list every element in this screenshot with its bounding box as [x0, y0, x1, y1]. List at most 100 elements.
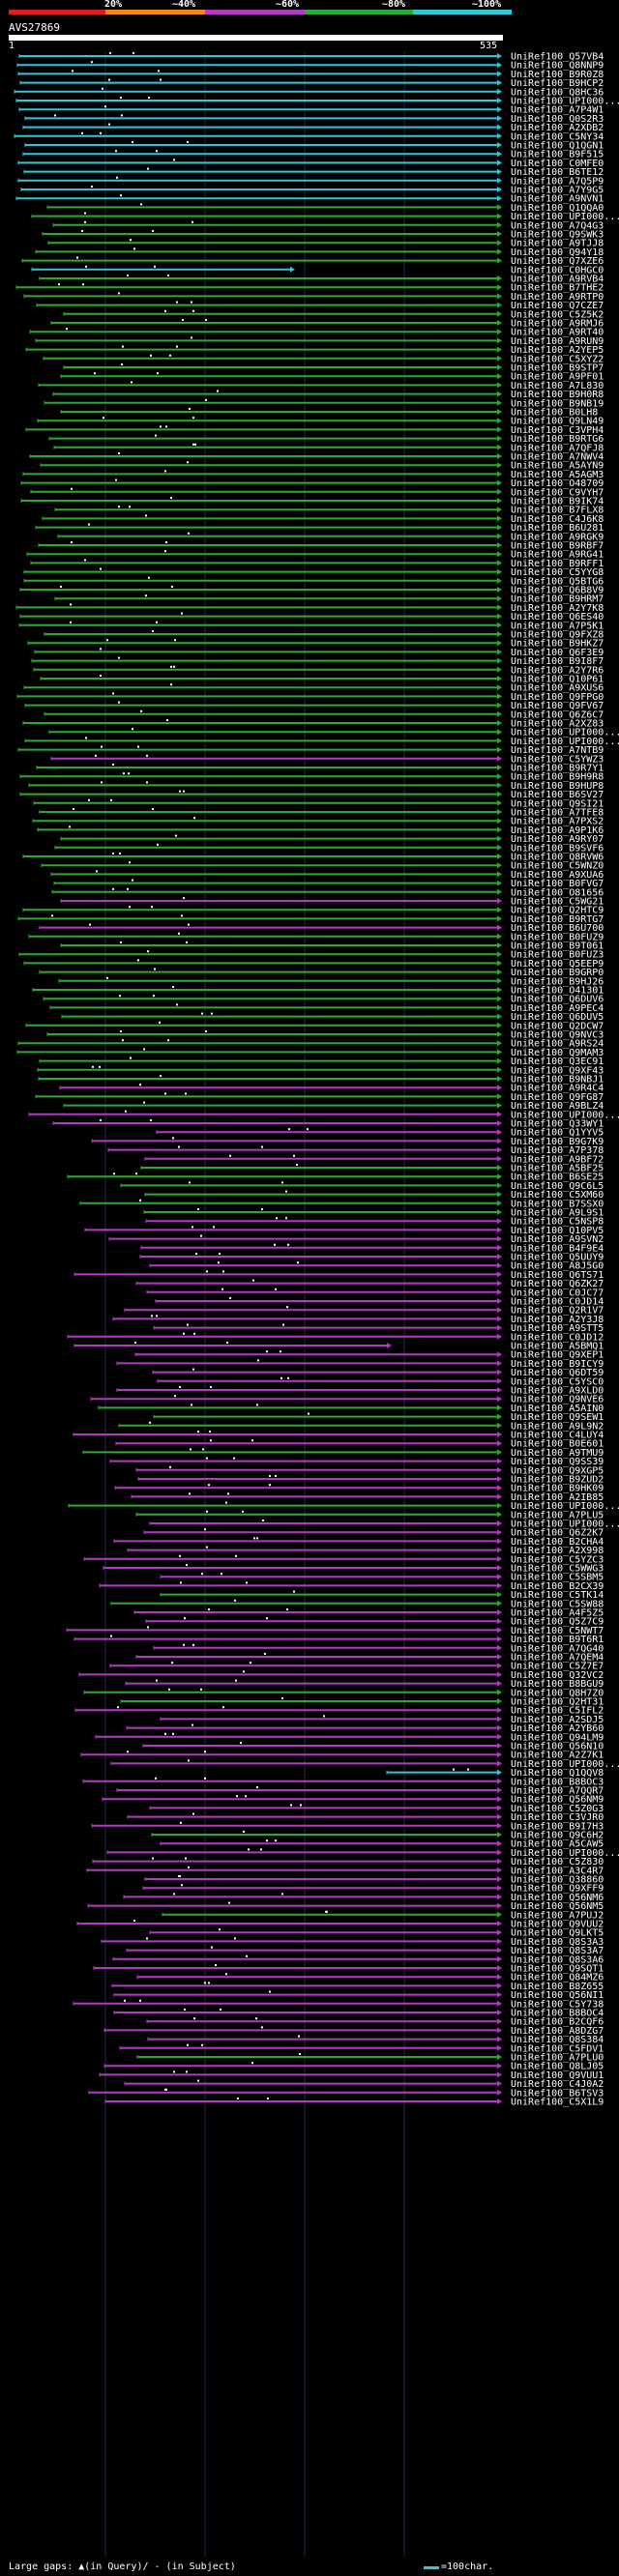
hit-row[interactable]: UniRef100_B9H0R8 — [52, 390, 604, 400]
hit-id-label[interactable]: UniRef100_Q8RVW6 — [511, 853, 604, 863]
hit-row[interactable]: UniRef100_B7FLX8 — [54, 506, 604, 516]
hit-row[interactable]: UniRef100_A5AYN9 — [40, 461, 604, 472]
hit-id-label[interactable]: UniRef100_B0FUZ9 — [511, 932, 604, 942]
hit-id-label[interactable]: UniRef100_C5YSC0 — [511, 1376, 604, 1387]
hit-id-label[interactable]: UniRef100_A7Y9G5 — [511, 186, 604, 196]
hit-id-label[interactable]: UniRef100_Q8HC36 — [511, 87, 604, 98]
hit-id-label[interactable]: UniRef100_Q9FXZ8 — [511, 630, 604, 641]
hit-row[interactable]: UniRef100_Q56NI1 — [113, 1990, 604, 2001]
hit-row[interactable]: UniRef100_B9HUP8 — [28, 781, 604, 792]
hit-row[interactable]: UniRef100_Q6DUV6 — [43, 995, 604, 1005]
hit-row[interactable]: UniRef100_B9RTG7 — [17, 914, 604, 925]
hit-id-label[interactable]: UniRef100_B9HJ26 — [511, 976, 604, 987]
hit-row[interactable]: UniRef100_UPI000... — [28, 1110, 619, 1120]
hit-id-label[interactable]: UniRef100_Q56NM9 — [511, 1795, 604, 1806]
hit-row[interactable]: UniRef100_C5Z0G3 — [149, 1804, 604, 1814]
hit-row[interactable]: UniRef100_C5YSC0 — [157, 1376, 604, 1387]
hit-id-label[interactable]: UniRef100_Q3EC91 — [511, 1056, 604, 1067]
hit-id-label[interactable]: UniRef100_C5Z0G3 — [511, 1804, 604, 1814]
hit-row[interactable]: UniRef100_A9TJJ8 — [47, 239, 604, 249]
hit-id-label[interactable]: UniRef100_A9PEC4 — [511, 1003, 604, 1014]
hit-row[interactable]: UniRef100_A2Y7K8 — [15, 603, 604, 614]
hit-id-label[interactable]: UniRef100_A5CAW5 — [511, 1839, 604, 1850]
hit-row[interactable]: UniRef100_B8BOC4 — [113, 2009, 604, 2019]
hit-id-label[interactable]: UniRef100_B6U281 — [511, 523, 604, 534]
hit-id-label[interactable]: UniRef100_A7Q5P9 — [511, 176, 604, 187]
hit-row[interactable]: UniRef100_A9STT5 — [153, 1323, 604, 1334]
hit-row[interactable]: UniRef100_A9RTP0 — [23, 292, 604, 303]
hit-id-label[interactable]: UniRef100_C3VJR0 — [511, 1812, 604, 1823]
hit-id-label[interactable]: UniRef100_A7TFE8 — [511, 808, 604, 819]
hit-row[interactable]: UniRef100_A7TFE8 — [39, 808, 604, 819]
hit-row[interactable]: UniRef100_B9I7H3 — [91, 1821, 604, 1832]
hit-id-label[interactable]: UniRef100_A2XZ83 — [511, 719, 604, 730]
hit-row[interactable]: UniRef100_Q5EEP9 — [23, 959, 604, 970]
hit-id-label[interactable]: UniRef100_A7L830 — [511, 381, 604, 391]
hit-row[interactable]: UniRef100_Q5BTG6 — [23, 576, 604, 587]
hit-row[interactable]: UniRef100_Q6TS71 — [74, 1270, 604, 1281]
hit-row[interactable]: UniRef100_Q94Y18 — [35, 247, 604, 258]
hit-id-label[interactable]: UniRef100_C5WG21 — [511, 897, 604, 908]
hit-row[interactable]: UniRef100_A9BLZ4 — [63, 1101, 604, 1112]
hit-row[interactable]: UniRef100_A7L830 — [38, 381, 604, 391]
hit-row[interactable]: UniRef100_B2CX39 — [99, 1581, 604, 1592]
hit-id-label[interactable]: UniRef100_A8J5G0 — [511, 1261, 604, 1272]
hit-row[interactable]: UniRef100_A9RT40 — [29, 328, 604, 338]
hit-id-label[interactable]: UniRef100_A9STT5 — [511, 1323, 604, 1334]
hit-row[interactable]: UniRef100_A8J5G0 — [149, 1261, 604, 1272]
hit-row[interactable]: UniRef100_C0HGC0 — [31, 265, 604, 275]
hit-row[interactable]: UniRef100_Q8LJ05 — [103, 2062, 604, 2072]
hit-row[interactable]: UniRef100_B8Z655 — [111, 1982, 604, 1992]
hit-row[interactable]: UniRef100_Q9SQT1 — [93, 1964, 604, 1975]
hit-row[interactable]: UniRef100_B9STP7 — [63, 363, 604, 374]
hit-row[interactable]: UniRef100_B2CHA4 — [113, 1537, 604, 1548]
hit-id-label[interactable]: UniRef100_Q9XEP1 — [511, 1350, 604, 1361]
hit-id-label[interactable]: UniRef100_A5AYN9 — [511, 461, 604, 472]
hit-id-label[interactable]: UniRef100_UPI000... — [511, 1520, 619, 1530]
hit-id-label[interactable]: UniRef100_B9H0R8 — [511, 390, 604, 400]
hit-row[interactable]: UniRef100_A2SDJ5 — [160, 1715, 604, 1725]
hit-id-label[interactable]: UniRef100_C5Z5K2 — [511, 309, 604, 320]
hit-row[interactable]: UniRef100_UPI000... — [106, 1848, 619, 1859]
hit-id-label[interactable]: UniRef100_C5SBM5 — [511, 1573, 604, 1583]
hit-id-label[interactable]: UniRef100_C0MFE0 — [511, 159, 604, 169]
hit-row[interactable]: UniRef100_B0FUZ9 — [28, 932, 604, 942]
hit-id-label[interactable]: UniRef100_Q9FG87 — [511, 1092, 604, 1103]
hit-row[interactable]: UniRef100_Q6B8V9 — [19, 586, 604, 596]
hit-id-label[interactable]: UniRef100_B9RTG7 — [511, 914, 604, 925]
hit-id-label[interactable]: UniRef100_A2YB60 — [511, 1723, 604, 1734]
hit-row[interactable]: UniRef100_B6U700 — [39, 923, 604, 934]
hit-id-label[interactable]: UniRef100_A7NWV4 — [511, 452, 604, 463]
hit-row[interactable]: UniRef100_Q8S3A6 — [112, 1954, 604, 1965]
hit-row[interactable]: UniRef100_C4J6K8 — [42, 514, 604, 525]
hit-row[interactable]: UniRef100_C5SBM5 — [160, 1573, 604, 1583]
hit-row[interactable]: UniRef100_A7PLU5 — [135, 1510, 604, 1520]
hit-id-label[interactable]: UniRef100_Q5Z7C9 — [511, 1617, 604, 1628]
hit-row[interactable]: UniRef100_Q33WY1 — [52, 1119, 604, 1130]
hit-id-label[interactable]: UniRef100_Q8LJ05 — [511, 2062, 604, 2072]
hit-id-label[interactable]: UniRef100_UPI000... — [511, 728, 619, 738]
hit-row[interactable]: UniRef100_Q94LM9 — [95, 1732, 604, 1743]
hit-row[interactable]: UniRef100_B6SE25 — [67, 1172, 604, 1183]
hit-id-label[interactable]: UniRef100_O41301 — [511, 986, 604, 997]
hit-row[interactable]: UniRef100_A9SVN2 — [108, 1234, 604, 1245]
hit-row[interactable]: UniRef100_B9ICY9 — [116, 1359, 604, 1370]
hit-row[interactable]: UniRef100_A9RMJ6 — [50, 319, 604, 330]
hit-row[interactable]: UniRef100_A5AIN0 — [98, 1404, 604, 1414]
hit-row[interactable]: UniRef100_B9R0Z8 — [17, 70, 604, 80]
hit-row[interactable]: UniRef100_A9RUN9 — [35, 336, 604, 347]
hit-id-label[interactable]: UniRef100_B9NB19 — [511, 398, 604, 409]
hit-id-label[interactable]: UniRef100_C5Y738 — [511, 1999, 604, 2010]
hit-row[interactable]: UniRef100_C5NWT7 — [66, 1626, 604, 1636]
hit-row[interactable]: UniRef100_B9SVF6 — [54, 843, 604, 854]
hit-id-label[interactable]: UniRef100_B9SVF6 — [511, 843, 604, 854]
hit-row[interactable]: UniRef100_B0FVG7 — [53, 879, 604, 889]
hit-id-label[interactable]: UniRef100_B6TE12 — [511, 167, 604, 178]
hit-row[interactable]: UniRef100_A7P5K1 — [18, 621, 604, 631]
hit-id-label[interactable]: UniRef100_B7SSX0 — [511, 1199, 604, 1209]
hit-id-label[interactable]: UniRef100_A9XUS6 — [511, 683, 604, 694]
hit-id-label[interactable]: UniRef100_Q6B8V9 — [511, 586, 604, 596]
hit-row[interactable]: UniRef100_A7QG40 — [153, 1643, 604, 1654]
hit-id-label[interactable]: UniRef100_A7Q4G3 — [511, 220, 604, 231]
hit-row[interactable]: UniRef100_C5Z830 — [92, 1857, 604, 1867]
